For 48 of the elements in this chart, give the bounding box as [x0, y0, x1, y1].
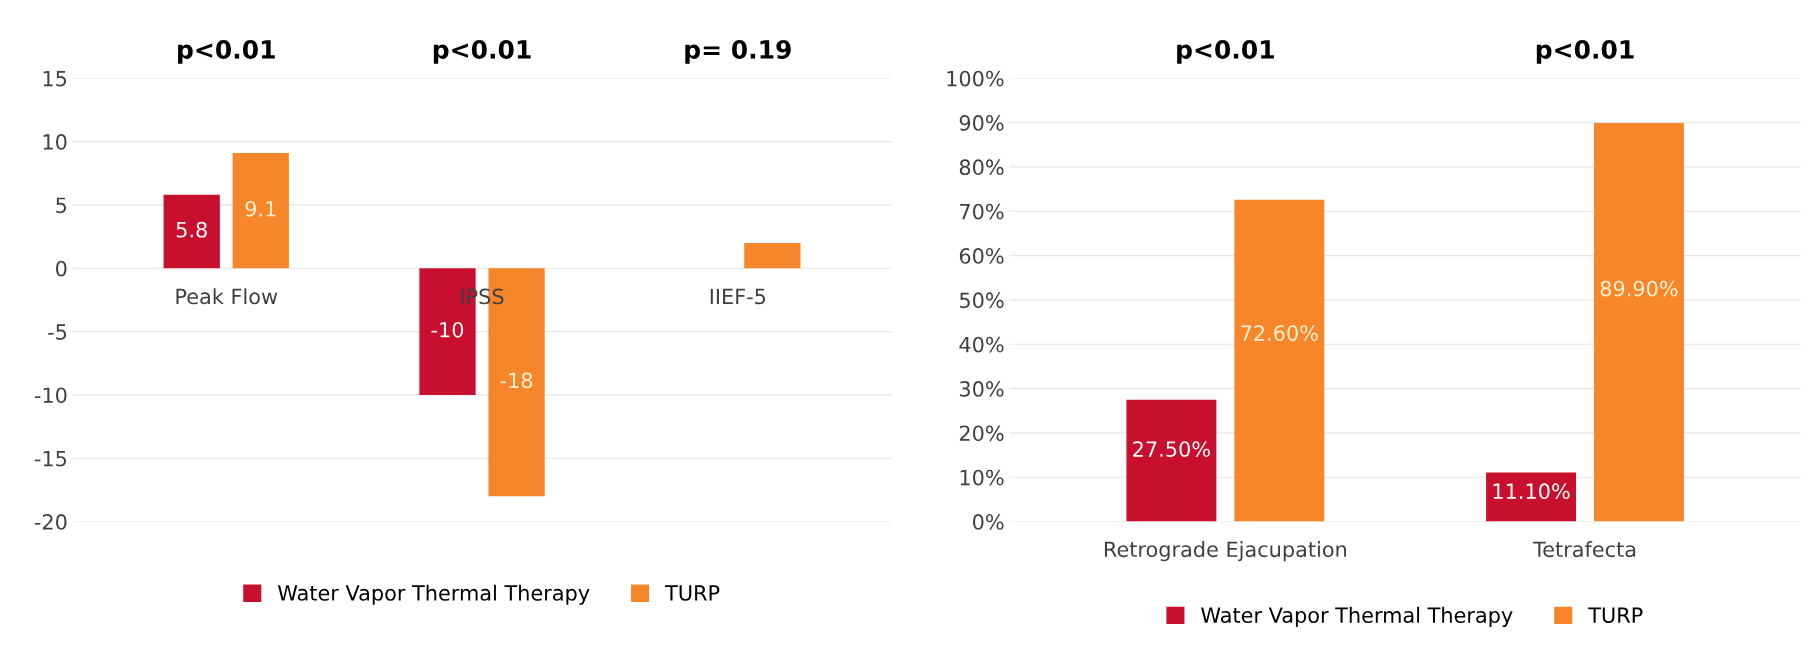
- legend-label: TURP: [665, 585, 720, 601]
- bar: [1234, 199, 1325, 522]
- y-tick-label: 15: [43, 70, 67, 87]
- data-label: 89.90%: [1600, 280, 1678, 297]
- y-tick-label: 90%: [959, 115, 1004, 131]
- y-tick-label: 60%: [959, 248, 1004, 264]
- text: p<0.01: [1536, 39, 1634, 64]
- y-tick-label: -5: [48, 324, 67, 340]
- x-tick-label: Peak Flow: [176, 288, 278, 305]
- y-tick-label: 10%: [960, 469, 1004, 486]
- data-label: 72.60%: [1241, 325, 1318, 341]
- y-tick-label: 10: [43, 134, 67, 150]
- bar: [232, 152, 289, 269]
- text: p<0.01: [1177, 39, 1274, 64]
- y-tick-label: 70%: [960, 203, 1004, 220]
- bar: [1594, 123, 1684, 522]
- x-tick-label: Tetrafecta: [1532, 541, 1636, 558]
- y-tick-label: 20%: [959, 425, 1004, 442]
- bar: [163, 194, 220, 269]
- y-tick-label: 80%: [959, 159, 1004, 176]
- bar: [1126, 399, 1217, 522]
- data-label: 11.10%: [1493, 483, 1570, 500]
- y-tick-label: -15: [34, 450, 67, 467]
- x-tick-label: Retrograde Ejacupation: [1104, 541, 1346, 562]
- bar: [1486, 472, 1577, 522]
- data-label: 27.50%: [1133, 441, 1210, 457]
- y-tick-label: 5: [56, 197, 67, 214]
- y-tick-label: 30%: [959, 381, 1004, 397]
- y-tick-label: 50%: [959, 292, 1004, 309]
- data-label: 9.1: [245, 200, 276, 217]
- x-tick-label: IPSS: [461, 288, 504, 305]
- x-tick-label: IIEF-5: [710, 288, 766, 305]
- legend-label: Water Vapor Thermal Therapy: [1201, 606, 1513, 628]
- data-label: -10: [431, 321, 464, 338]
- y-tick-label: 0: [56, 260, 67, 277]
- data-label: -18: [500, 372, 533, 389]
- y-tick-label: -10: [34, 387, 67, 404]
- text: p= 0.19: [685, 39, 791, 64]
- y-tick-label: 40%: [959, 336, 1004, 353]
- text: p<0.01: [433, 39, 531, 64]
- y-tick-label: -20: [34, 514, 67, 530]
- y-tick-label: 100%: [947, 70, 1004, 87]
- legend-label: TURP: [1588, 607, 1643, 623]
- data-label: 5.8: [176, 221, 207, 238]
- y-tick-label: 0%: [973, 514, 1004, 530]
- bar: [744, 242, 801, 269]
- legend-label: Water Vapor Thermal Therapy: [277, 584, 590, 605]
- text: p<0.01: [178, 39, 275, 64]
